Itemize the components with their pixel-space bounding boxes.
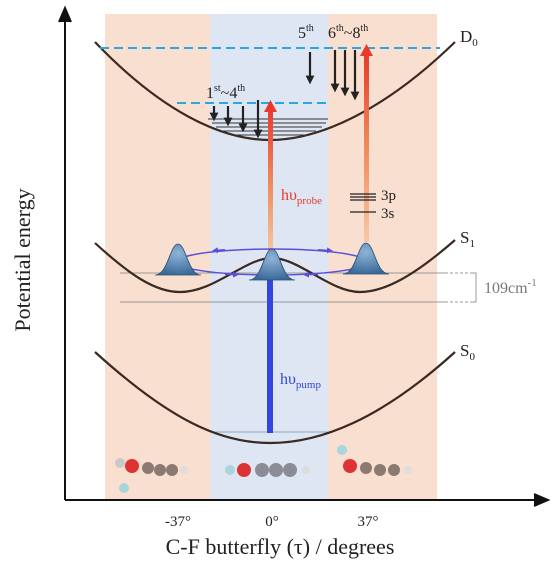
- text-part: 1: [469, 238, 475, 250]
- dashed: [100, 47, 440, 104]
- axes: [58, 5, 551, 507]
- text-part: probe: [297, 195, 322, 207]
- rydberg-label: 3p: [381, 188, 396, 204]
- text-part: hυ: [280, 371, 296, 388]
- probe-arrows: [264, 44, 373, 258]
- text-part: ~8: [344, 25, 361, 42]
- text-part: -1: [528, 277, 537, 289]
- text-part: S: [460, 228, 469, 247]
- y-label: Potential energy: [10, 188, 35, 331]
- text-part: 0: [469, 351, 475, 363]
- probe-label: hυprobe: [281, 187, 322, 207]
- text-part: 0: [472, 37, 478, 49]
- state-label: D0: [460, 27, 478, 49]
- wavepackets: [154, 242, 390, 281]
- pump-label: hυpump: [280, 371, 321, 391]
- pump-arrow: [267, 268, 273, 433]
- state-label: S1: [460, 228, 475, 250]
- text-part: st: [214, 83, 221, 94]
- text-part: hυ: [281, 187, 297, 204]
- rydberg-label: 3s: [381, 206, 395, 222]
- x-tick: 0°: [265, 514, 279, 530]
- x-tick: -37°: [165, 514, 191, 530]
- text-part: pump: [296, 379, 322, 391]
- transition-label: 5th: [298, 23, 314, 42]
- decay-arrows: [209, 50, 360, 139]
- text-part: th: [306, 23, 314, 34]
- text-part: th: [336, 23, 344, 34]
- molecules: [115, 445, 412, 493]
- text-part: 109cm: [484, 280, 528, 297]
- text-part: ~4: [221, 85, 238, 102]
- x-label: C-F butterfly (τ) / degrees: [166, 534, 395, 559]
- text-part: th: [360, 23, 368, 34]
- transition-label: 1st~4th: [206, 83, 245, 102]
- x-tick: 37°: [358, 514, 379, 530]
- text-part: D: [460, 27, 472, 46]
- text-part: 6: [328, 25, 336, 42]
- state-label: S0: [460, 341, 475, 363]
- splitting-label: 109cm-1: [484, 277, 537, 297]
- text-part: 1: [206, 85, 214, 102]
- text-part: S: [460, 341, 469, 360]
- text-part: 5: [298, 25, 306, 42]
- rydberg-levels: [350, 193, 376, 213]
- text-part: th: [237, 83, 245, 94]
- transition-label: 6th~8th: [328, 23, 368, 42]
